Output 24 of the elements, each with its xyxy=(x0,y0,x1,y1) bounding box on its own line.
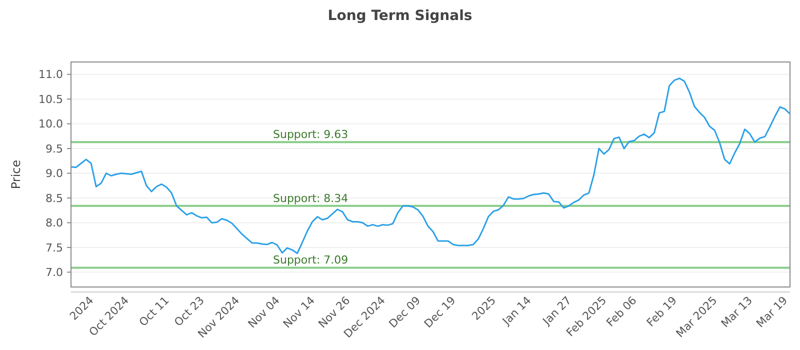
y-tick-label: 9.5 xyxy=(46,142,63,156)
y-tick-label: 11.0 xyxy=(38,68,63,82)
x-tick-label: Nov 14 xyxy=(280,294,318,331)
y-tick-label: 7.0 xyxy=(46,266,63,280)
x-tick-label: Mar 19 xyxy=(754,294,790,330)
x-tick-label: Mar 13 xyxy=(718,294,755,330)
x-tick-label: Oct 11 xyxy=(136,294,172,329)
ref-line-label: Support: 7.09 xyxy=(273,254,348,267)
x-tick-label: Dec 19 xyxy=(422,294,458,331)
y-tick-label: 10.0 xyxy=(38,118,63,131)
y-tick-label: 10.5 xyxy=(38,92,63,106)
ref-line-label: Support: 9.63 xyxy=(273,128,348,142)
x-tick-label: Nov 04 xyxy=(246,294,282,331)
y-tick-label: 9.0 xyxy=(46,167,63,180)
y-tick-label: 8.5 xyxy=(46,192,63,205)
ref-line-label: Support: 8.34 xyxy=(273,192,348,205)
line-series xyxy=(70,78,791,254)
y-axis-title: Price xyxy=(9,160,23,190)
chart-title: Long Term Signals xyxy=(328,8,472,24)
y-tick-label: 8.0 xyxy=(46,216,63,230)
x-tick-label: Jan 14 xyxy=(499,294,534,328)
x-tick-label: Dec 09 xyxy=(386,294,424,331)
x-tick-label: Feb 19 xyxy=(644,294,680,330)
y-tick-label: 7.5 xyxy=(46,241,63,254)
